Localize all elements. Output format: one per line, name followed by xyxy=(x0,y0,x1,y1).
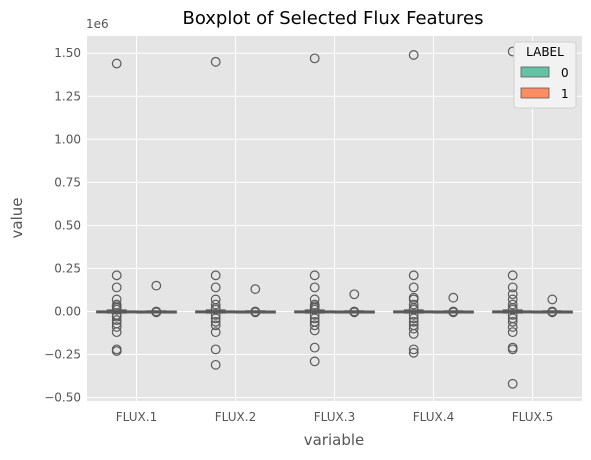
outlier-point xyxy=(507,344,518,355)
outlier-point xyxy=(210,320,221,331)
outlier-point xyxy=(210,344,221,355)
y-tick-label: −0.50 xyxy=(44,391,81,405)
box-group xyxy=(294,53,375,367)
x-tick-label: FLUX.5 xyxy=(512,410,553,424)
legend-title: LABEL xyxy=(526,45,564,59)
outlier-point xyxy=(408,50,419,60)
box-group xyxy=(195,56,276,370)
outlier-point xyxy=(309,282,320,293)
y-tick-label: 1.00 xyxy=(54,132,81,146)
box-group xyxy=(492,46,573,389)
outlier-point xyxy=(250,307,261,318)
outlier-point xyxy=(349,307,360,318)
y-axis-label: value xyxy=(8,198,26,239)
legend: LABEL 0 1 xyxy=(513,41,577,109)
outlier-point xyxy=(210,310,221,320)
outlier-point xyxy=(210,359,221,370)
outlier-point xyxy=(507,327,518,338)
outlier-point xyxy=(111,346,122,356)
outlier-point xyxy=(111,282,122,293)
outlier-point xyxy=(309,342,320,353)
outlier-point xyxy=(309,325,320,336)
x-axis-label: variable xyxy=(304,431,365,449)
legend-label-0: 0 xyxy=(561,66,569,80)
y-tick-labels: −0.50 −0.25 0.00 0.25 0.50 0.75 1.00 1.25 1.50 xyxy=(44,46,81,404)
legend-swatch-0 xyxy=(520,66,550,78)
y-tick-label: 0.50 xyxy=(54,218,81,232)
y-tick-label: 1.50 xyxy=(54,46,81,60)
outlier-point xyxy=(448,292,459,303)
y-tick-label: 0.25 xyxy=(54,261,81,275)
outlier-point xyxy=(408,323,419,334)
y-tick-label: 1.25 xyxy=(54,89,81,103)
outlier-point xyxy=(111,327,122,338)
outlier-point xyxy=(210,299,221,310)
x-tick-labels: FLUX.1 FLUX.2 FLUX.3 FLUX.4 FLUX.5 xyxy=(116,410,553,424)
outlier-point xyxy=(309,270,320,281)
x-tick-label: FLUX.4 xyxy=(413,410,454,424)
outlier-point xyxy=(547,294,558,305)
y-tick-label: 0.75 xyxy=(54,175,81,189)
outlier-point xyxy=(309,356,320,367)
y-offset-label: 1e6 xyxy=(86,17,109,31)
outlier-point xyxy=(408,316,419,327)
outlier-point xyxy=(408,347,419,358)
outlier-point xyxy=(309,313,320,324)
x-tick-label: FLUX.3 xyxy=(314,410,355,424)
outlier-point xyxy=(210,316,221,327)
box-series xyxy=(96,46,573,389)
outlier-point xyxy=(309,310,320,320)
outlier-point xyxy=(547,307,558,318)
y-tick-label: −0.25 xyxy=(44,348,81,362)
outlier-point xyxy=(507,270,518,281)
y-tick-label: 0.00 xyxy=(54,304,81,318)
outlier-point xyxy=(408,270,419,281)
outlier-point xyxy=(309,53,320,64)
box-group xyxy=(393,50,474,358)
outlier-point xyxy=(408,313,419,324)
outlier-point xyxy=(151,280,162,291)
legend-label-1: 1 xyxy=(561,87,569,101)
outlier-point xyxy=(111,311,122,322)
outlier-point xyxy=(408,328,419,339)
outlier-point xyxy=(408,282,419,293)
box-group xyxy=(96,58,177,356)
outlier-point xyxy=(111,322,122,332)
outlier-point xyxy=(210,282,221,293)
outlier-point xyxy=(210,270,221,281)
outlier-point xyxy=(151,307,162,318)
outlier-point xyxy=(408,310,419,320)
outlier-point xyxy=(250,284,261,294)
outlier-point xyxy=(507,322,518,332)
outlier-point xyxy=(507,282,518,293)
outlier-point xyxy=(507,316,518,327)
outlier-point xyxy=(111,58,122,69)
outlier-point xyxy=(309,320,320,331)
outlier-point xyxy=(349,289,360,300)
outlier-point xyxy=(210,327,221,338)
outlier-point xyxy=(408,344,419,355)
chart-title: Boxplot of Selected Flux Features xyxy=(182,8,483,29)
legend-swatch-1 xyxy=(520,87,550,99)
outlier-point xyxy=(507,310,518,320)
outlier-point xyxy=(111,304,122,315)
outlier-point xyxy=(507,299,518,310)
outlier-point xyxy=(507,378,518,389)
x-tick-label: FLUX.2 xyxy=(215,410,256,424)
outlier-point xyxy=(408,299,419,310)
outlier-point xyxy=(111,315,122,325)
outlier-point xyxy=(507,289,518,300)
x-tick-label: FLUX.1 xyxy=(116,410,157,424)
outlier-point xyxy=(210,56,221,67)
outlier-point xyxy=(111,270,122,281)
outlier-point xyxy=(448,307,459,318)
outlier-point xyxy=(210,313,221,324)
